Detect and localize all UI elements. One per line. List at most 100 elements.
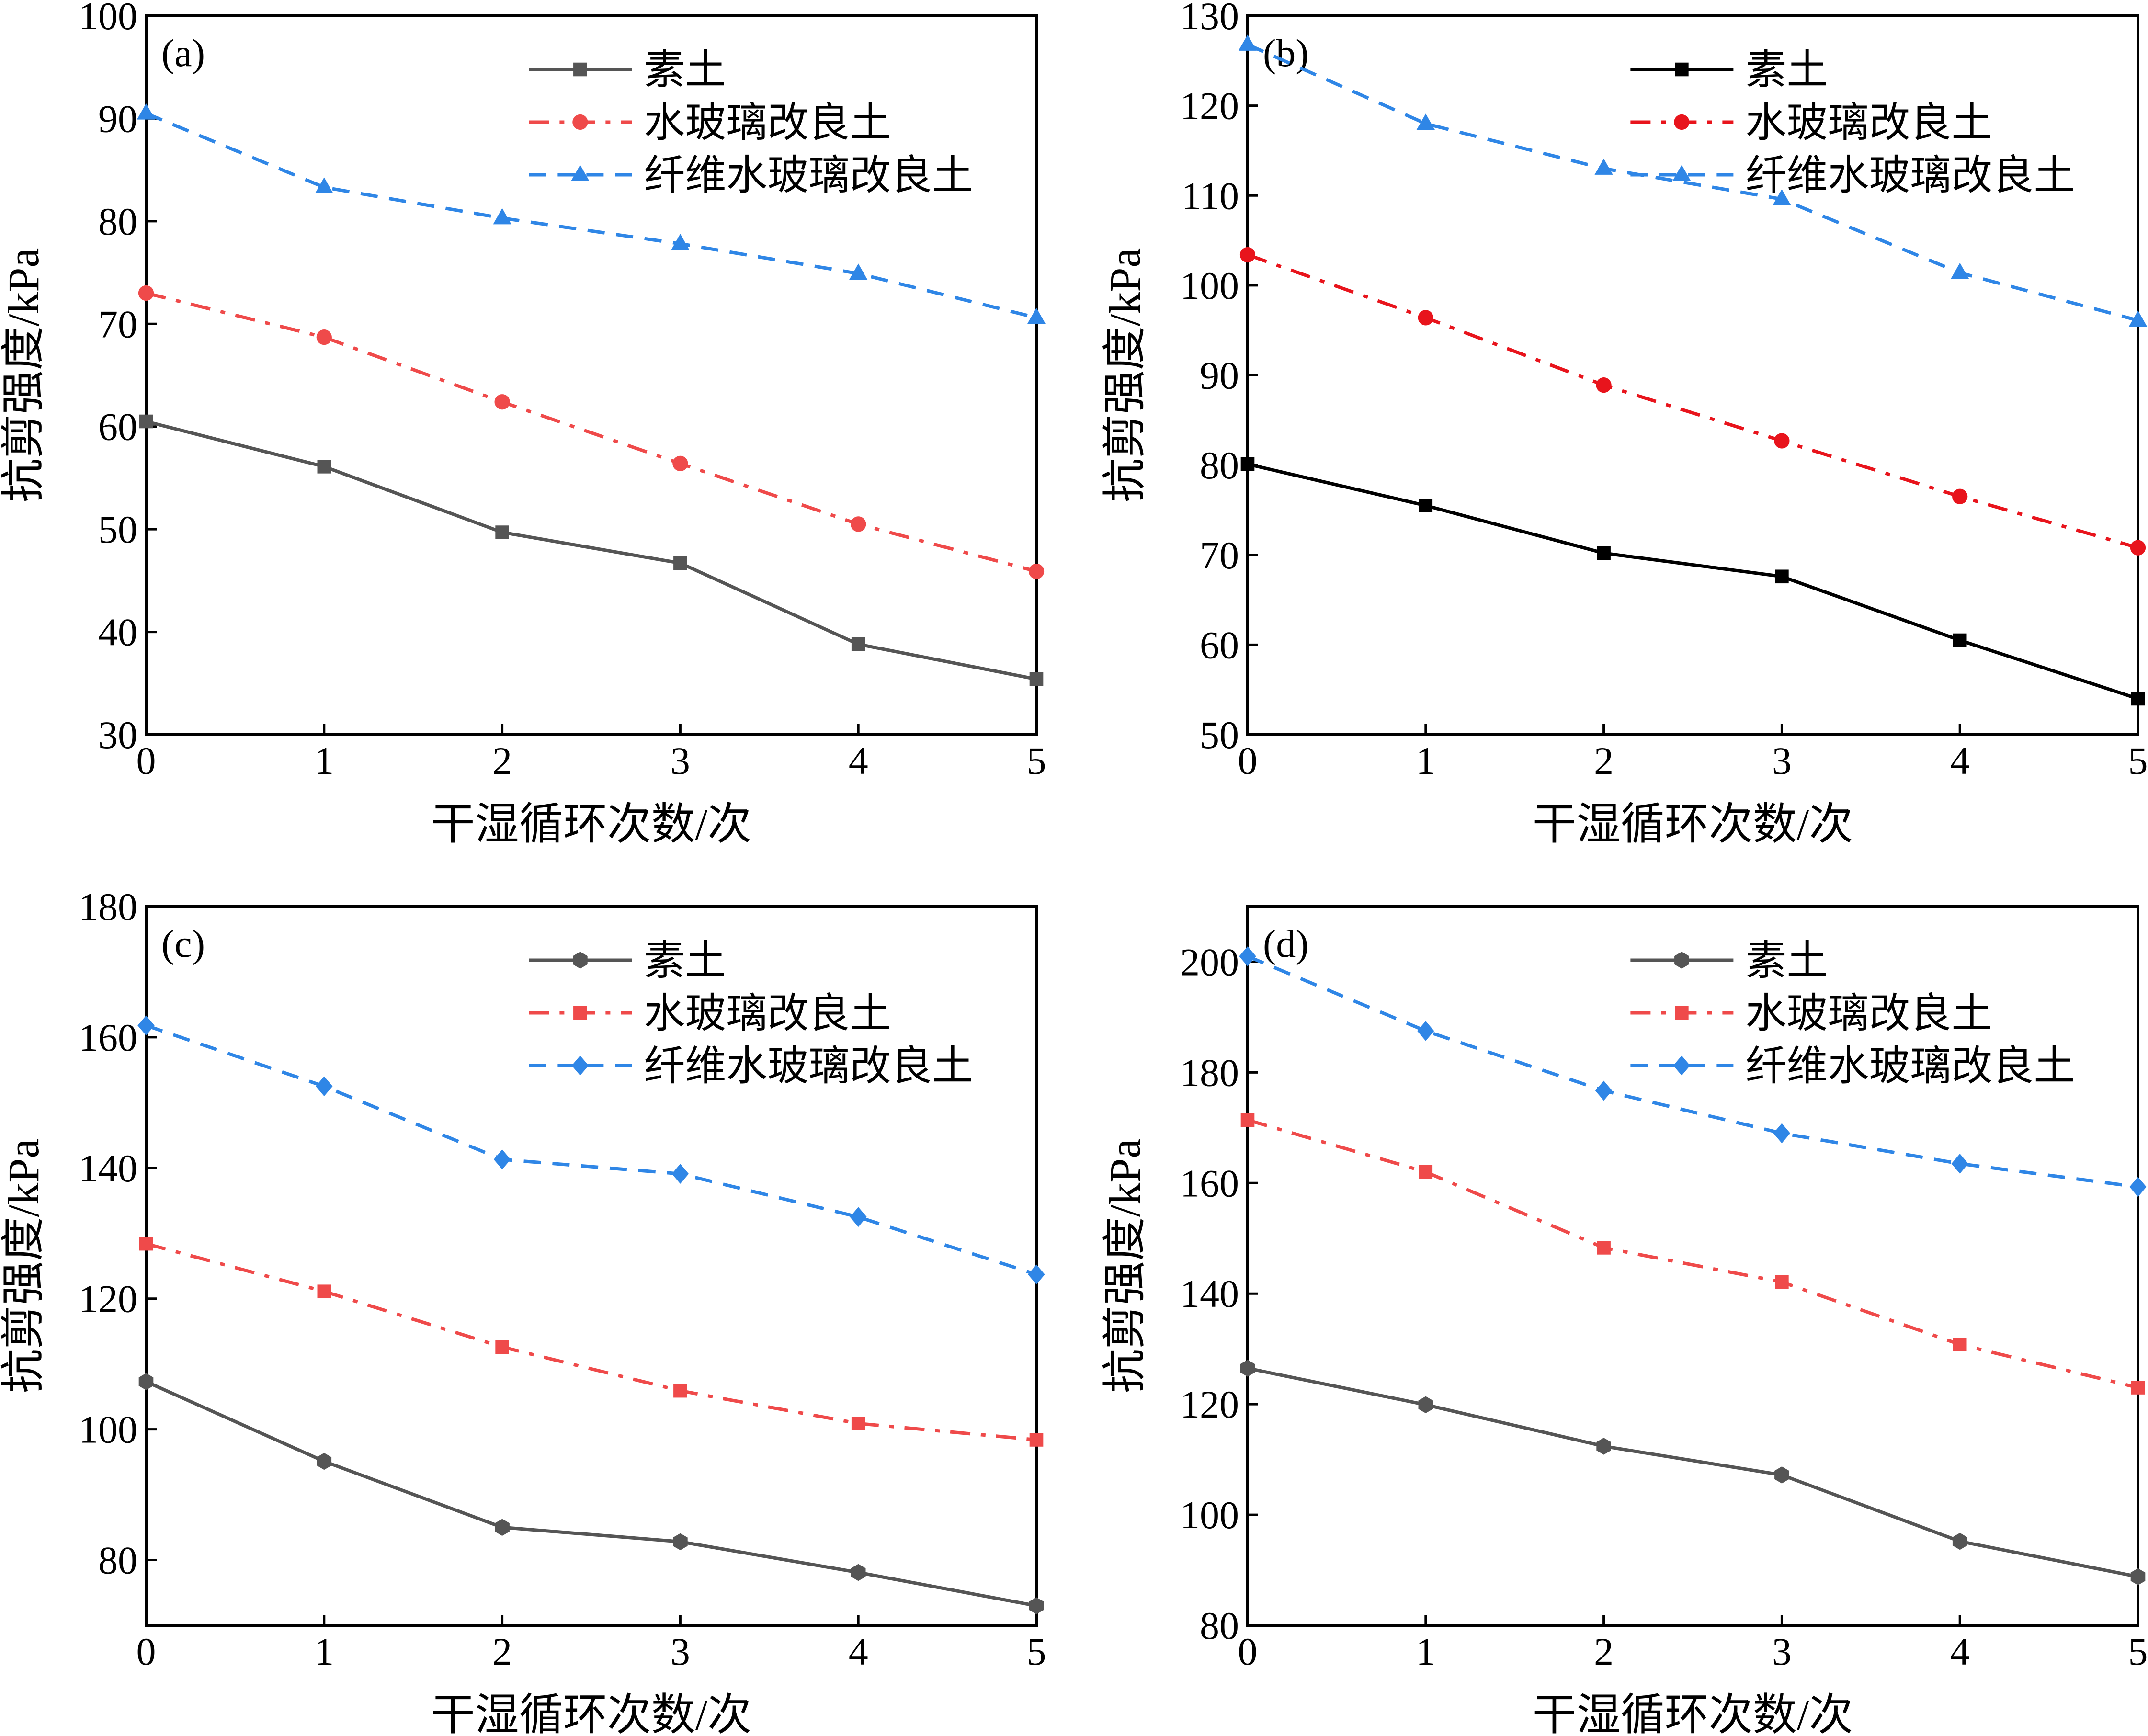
y-axis-title: 抗剪强度/kPa: [1101, 1139, 1149, 1394]
x-tick-label: 3: [671, 739, 690, 783]
x-tick-label: 2: [492, 739, 512, 783]
series-3: [136, 103, 1046, 324]
y-tick-label: 100: [1180, 264, 1239, 307]
data-point: [317, 460, 331, 474]
series-line: [145, 1023, 1037, 1276]
chart-panel-4: 0 1 2 3 4 5 80 100 120 140 160 180 200 干湿循环次数/次 抗剪强度/k…: [1101, 905, 2148, 1736]
data-point: [1597, 546, 1611, 560]
x-tick-label: 0: [1238, 739, 1258, 783]
series-1: [138, 1373, 1044, 1614]
data-point: [137, 1015, 155, 1036]
data-point: [1418, 310, 1433, 326]
y-tick-label: 90: [98, 97, 137, 140]
legend-marker: [572, 114, 588, 130]
y-tick-label: 120: [1180, 1383, 1239, 1426]
x-tick-label: 1: [314, 739, 334, 783]
data-point: [1239, 247, 1256, 263]
y-tick-label: 50: [98, 508, 137, 551]
data-point: [1027, 307, 1046, 324]
data-point: [1774, 1466, 1789, 1484]
data-point: [1029, 1433, 1044, 1447]
series-3: [1239, 946, 2147, 1197]
legend-label: 纤维水玻璃改良土: [1745, 152, 2075, 198]
y-axis-title: 抗剪强度/kPa: [0, 248, 48, 503]
x-tick-label: 2: [1594, 739, 1614, 783]
data-point: [1953, 1338, 1967, 1351]
legend-label: 水玻璃改良土: [644, 100, 891, 146]
legend-label: 素土: [1745, 938, 1828, 984]
legend-label: 纤维水玻璃改良土: [644, 1043, 973, 1089]
series-2: [139, 1237, 1044, 1447]
data-point: [138, 285, 154, 301]
data-point: [138, 1373, 154, 1390]
data-point: [673, 1384, 687, 1398]
data-point: [1240, 1360, 1255, 1377]
series-line: [1247, 462, 2139, 701]
data-point: [2128, 310, 2148, 327]
data-point: [1029, 1597, 1044, 1614]
series-line: [1247, 954, 2138, 1189]
y-tick-label: 100: [79, 0, 137, 38]
y-tick-label: 100: [1180, 1493, 1239, 1537]
y-tick-label: 30: [98, 713, 137, 757]
y-tick-label: 140: [79, 1146, 137, 1190]
data-point: [2131, 1381, 2145, 1395]
data-point: [2131, 692, 2145, 706]
legend-marker: [1672, 165, 1691, 181]
chart-panel-2: 0 1 2 3 4 5 50 60 70 80 90 100 110 120 130 干湿循环次数/次 抗剪强度…: [1101, 0, 2148, 849]
data-point: [671, 1164, 689, 1184]
legend-marker: [1674, 952, 1689, 969]
data-point: [1028, 563, 1045, 579]
data-point: [1240, 1113, 1255, 1127]
legend-marker: [1675, 1006, 1689, 1020]
data-point: [671, 234, 690, 250]
data-point: [1239, 946, 1256, 966]
x-tick-label: 5: [1027, 1630, 1046, 1673]
y-tick-label: 130: [1180, 0, 1239, 38]
data-point: [851, 1564, 866, 1581]
y-tick-label: 90: [1200, 354, 1239, 397]
legend-label: 素土: [1745, 47, 1828, 93]
data-point: [1596, 1438, 1611, 1455]
x-tick-label: 3: [1772, 1630, 1792, 1673]
data-point: [136, 103, 156, 120]
data-point: [1418, 1396, 1433, 1413]
y-tick-label: 60: [98, 405, 137, 449]
legend-label: 素土: [644, 47, 726, 93]
legend-marker: [573, 952, 588, 969]
x-axis-title: 干湿循环次数/次: [1533, 1691, 1853, 1736]
y-tick-label: 80: [1200, 443, 1239, 487]
data-point: [1951, 1154, 1968, 1174]
panel-label: (a): [161, 31, 205, 75]
series-2: [138, 285, 1045, 579]
data-point: [673, 556, 687, 570]
data-point: [317, 1284, 331, 1299]
legend-marker: [1675, 62, 1689, 77]
x-tick-label: 4: [1950, 739, 1970, 783]
data-point: [316, 329, 332, 345]
y-tick-label: 140: [1180, 1272, 1239, 1316]
x-tick-label: 5: [2128, 1630, 2148, 1673]
series-3: [1238, 34, 2148, 327]
series-line: [1247, 1366, 2138, 1578]
data-point: [851, 637, 865, 651]
y-tick-label: 160: [1180, 1161, 1239, 1205]
legend-label: 素土: [644, 938, 726, 984]
data-point: [1953, 633, 1967, 647]
x-tick-label: 4: [849, 739, 868, 783]
series-1: [1240, 1360, 2146, 1586]
x-tick-label: 2: [1594, 1630, 1614, 1673]
series-1: [139, 414, 1044, 686]
data-point: [1773, 189, 1791, 205]
x-tick-label: 1: [1416, 739, 1435, 783]
series-3: [137, 1015, 1045, 1285]
data-point: [139, 1237, 153, 1251]
data-point: [851, 1417, 865, 1430]
data-point: [1951, 262, 1969, 279]
series-line: [1247, 253, 2138, 550]
